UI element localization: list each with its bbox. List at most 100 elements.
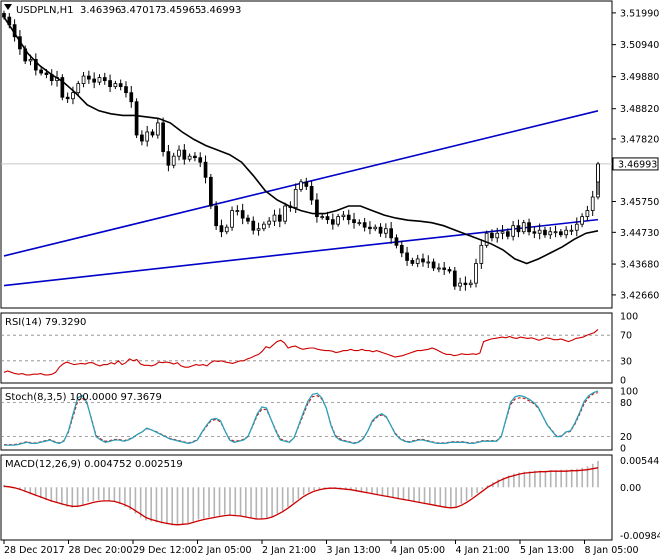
- candle-body: [320, 216, 325, 219]
- macd-tick-label: -0.009841: [620, 531, 660, 542]
- candle-body: [92, 78, 97, 83]
- candle: [224, 224, 229, 235]
- time-tick-label: 2 Jan 21:00: [262, 545, 316, 556]
- price-tick-label: 3.49880: [620, 72, 659, 83]
- candle: [559, 229, 563, 238]
- candle: [437, 263, 441, 273]
- candle-body: [495, 232, 500, 239]
- candle: [543, 226, 547, 238]
- candle-body: [28, 59, 33, 62]
- candle-body: [44, 72, 49, 75]
- candle: [548, 227, 553, 239]
- collapse-triangle-icon[interactable]: [4, 4, 12, 10]
- candle: [399, 240, 404, 258]
- candle-body: [500, 231, 505, 234]
- candle: [521, 219, 526, 235]
- candle-body: [474, 263, 478, 284]
- candle: [166, 144, 171, 172]
- rsi-tick-label: 30: [620, 356, 632, 367]
- candle: [336, 213, 340, 227]
- time-tick-label: 4 Jan 05:00: [391, 545, 445, 556]
- candle-body: [33, 59, 38, 71]
- candle-body: [580, 216, 584, 225]
- candle-body: [272, 214, 277, 222]
- candle-body: [102, 77, 107, 81]
- candle: [490, 229, 494, 242]
- candle-body: [208, 176, 213, 207]
- candle: [76, 80, 81, 96]
- candle-body: [97, 77, 102, 83]
- candle-body: [325, 216, 330, 221]
- candle-body: [463, 282, 468, 286]
- ohlc-high: 3.47017: [120, 5, 161, 16]
- price-axis: 3.51990 3.50940 3.49880 3.48820 3.47820 3.469…: [612, 8, 659, 301]
- price-tick-label: 3.50940: [620, 40, 659, 51]
- candle-body: [187, 155, 192, 160]
- candle: [150, 129, 155, 138]
- candle-body: [124, 86, 128, 94]
- candle: [129, 85, 134, 108]
- candle: [277, 208, 282, 228]
- price-tick-label: 3.45750: [620, 197, 659, 208]
- ohlc-low: 3.45965: [160, 5, 201, 16]
- candle-body: [521, 222, 526, 233]
- candle-body: [224, 226, 229, 233]
- candle: [405, 246, 409, 266]
- candle: [272, 209, 277, 226]
- candle: [134, 98, 139, 139]
- candle: [214, 201, 218, 230]
- candle: [479, 239, 484, 269]
- candle: [97, 74, 102, 86]
- candle-body: [357, 222, 362, 225]
- candle-body: [256, 228, 261, 231]
- stoch-main-line: [4, 390, 599, 446]
- candle-body: [304, 181, 309, 187]
- candle: [394, 234, 399, 249]
- candle-body: [155, 122, 160, 136]
- time-axis: 28 Dec 2017 28 Dec 20:00 29 Dec 12:00 2 Jan…: [3, 540, 639, 556]
- candle-body: [315, 199, 319, 218]
- candle-body: [373, 226, 378, 230]
- candle: [177, 145, 181, 161]
- main-panel-frame: [0, 0, 613, 309]
- candlestick-series: [2, 10, 600, 291]
- candle-body: [309, 185, 314, 201]
- candle: [495, 227, 500, 243]
- candle-body: [585, 210, 590, 218]
- price-tick-label: 3.42660: [620, 290, 659, 301]
- candle: [442, 261, 447, 275]
- rsi-label: RSI(14) 79.3290: [5, 317, 86, 328]
- candle-body: [76, 83, 81, 94]
- time-tick-label: 5 Jan 13:00: [520, 545, 574, 556]
- stoch-tick-label: 20: [620, 432, 632, 443]
- candle: [527, 218, 531, 236]
- candle: [145, 125, 150, 147]
- candle: [140, 130, 144, 146]
- candle-body: [511, 225, 515, 237]
- candle-body: [437, 267, 441, 270]
- rsi-tick-label: 0: [620, 376, 626, 387]
- candle-body: [235, 210, 240, 212]
- candle: [219, 219, 224, 238]
- candle: [362, 217, 367, 232]
- candle-body: [71, 92, 75, 100]
- rsi-tick-label: 70: [620, 331, 632, 342]
- price-tick-label: 3.47820: [620, 134, 659, 145]
- candle: [357, 219, 362, 226]
- candle: [283, 202, 287, 225]
- candle: [315, 193, 319, 223]
- candle-body: [177, 149, 181, 157]
- candle-body: [405, 252, 409, 261]
- candle-body: [362, 222, 367, 228]
- candle-body: [458, 282, 462, 287]
- candle: [341, 211, 346, 221]
- stoch-tick-label: 0: [620, 444, 626, 455]
- candle-body: [394, 237, 399, 246]
- candle-body: [299, 181, 303, 190]
- candle: [426, 255, 431, 268]
- stoch-label: Stoch(8,3,5) 100.0000 97.3679: [5, 392, 162, 403]
- candle: [299, 179, 303, 192]
- candle: [330, 213, 335, 230]
- candle-body: [171, 155, 176, 166]
- macd-axis: 0.005447 0.00 -0.009841: [620, 456, 660, 542]
